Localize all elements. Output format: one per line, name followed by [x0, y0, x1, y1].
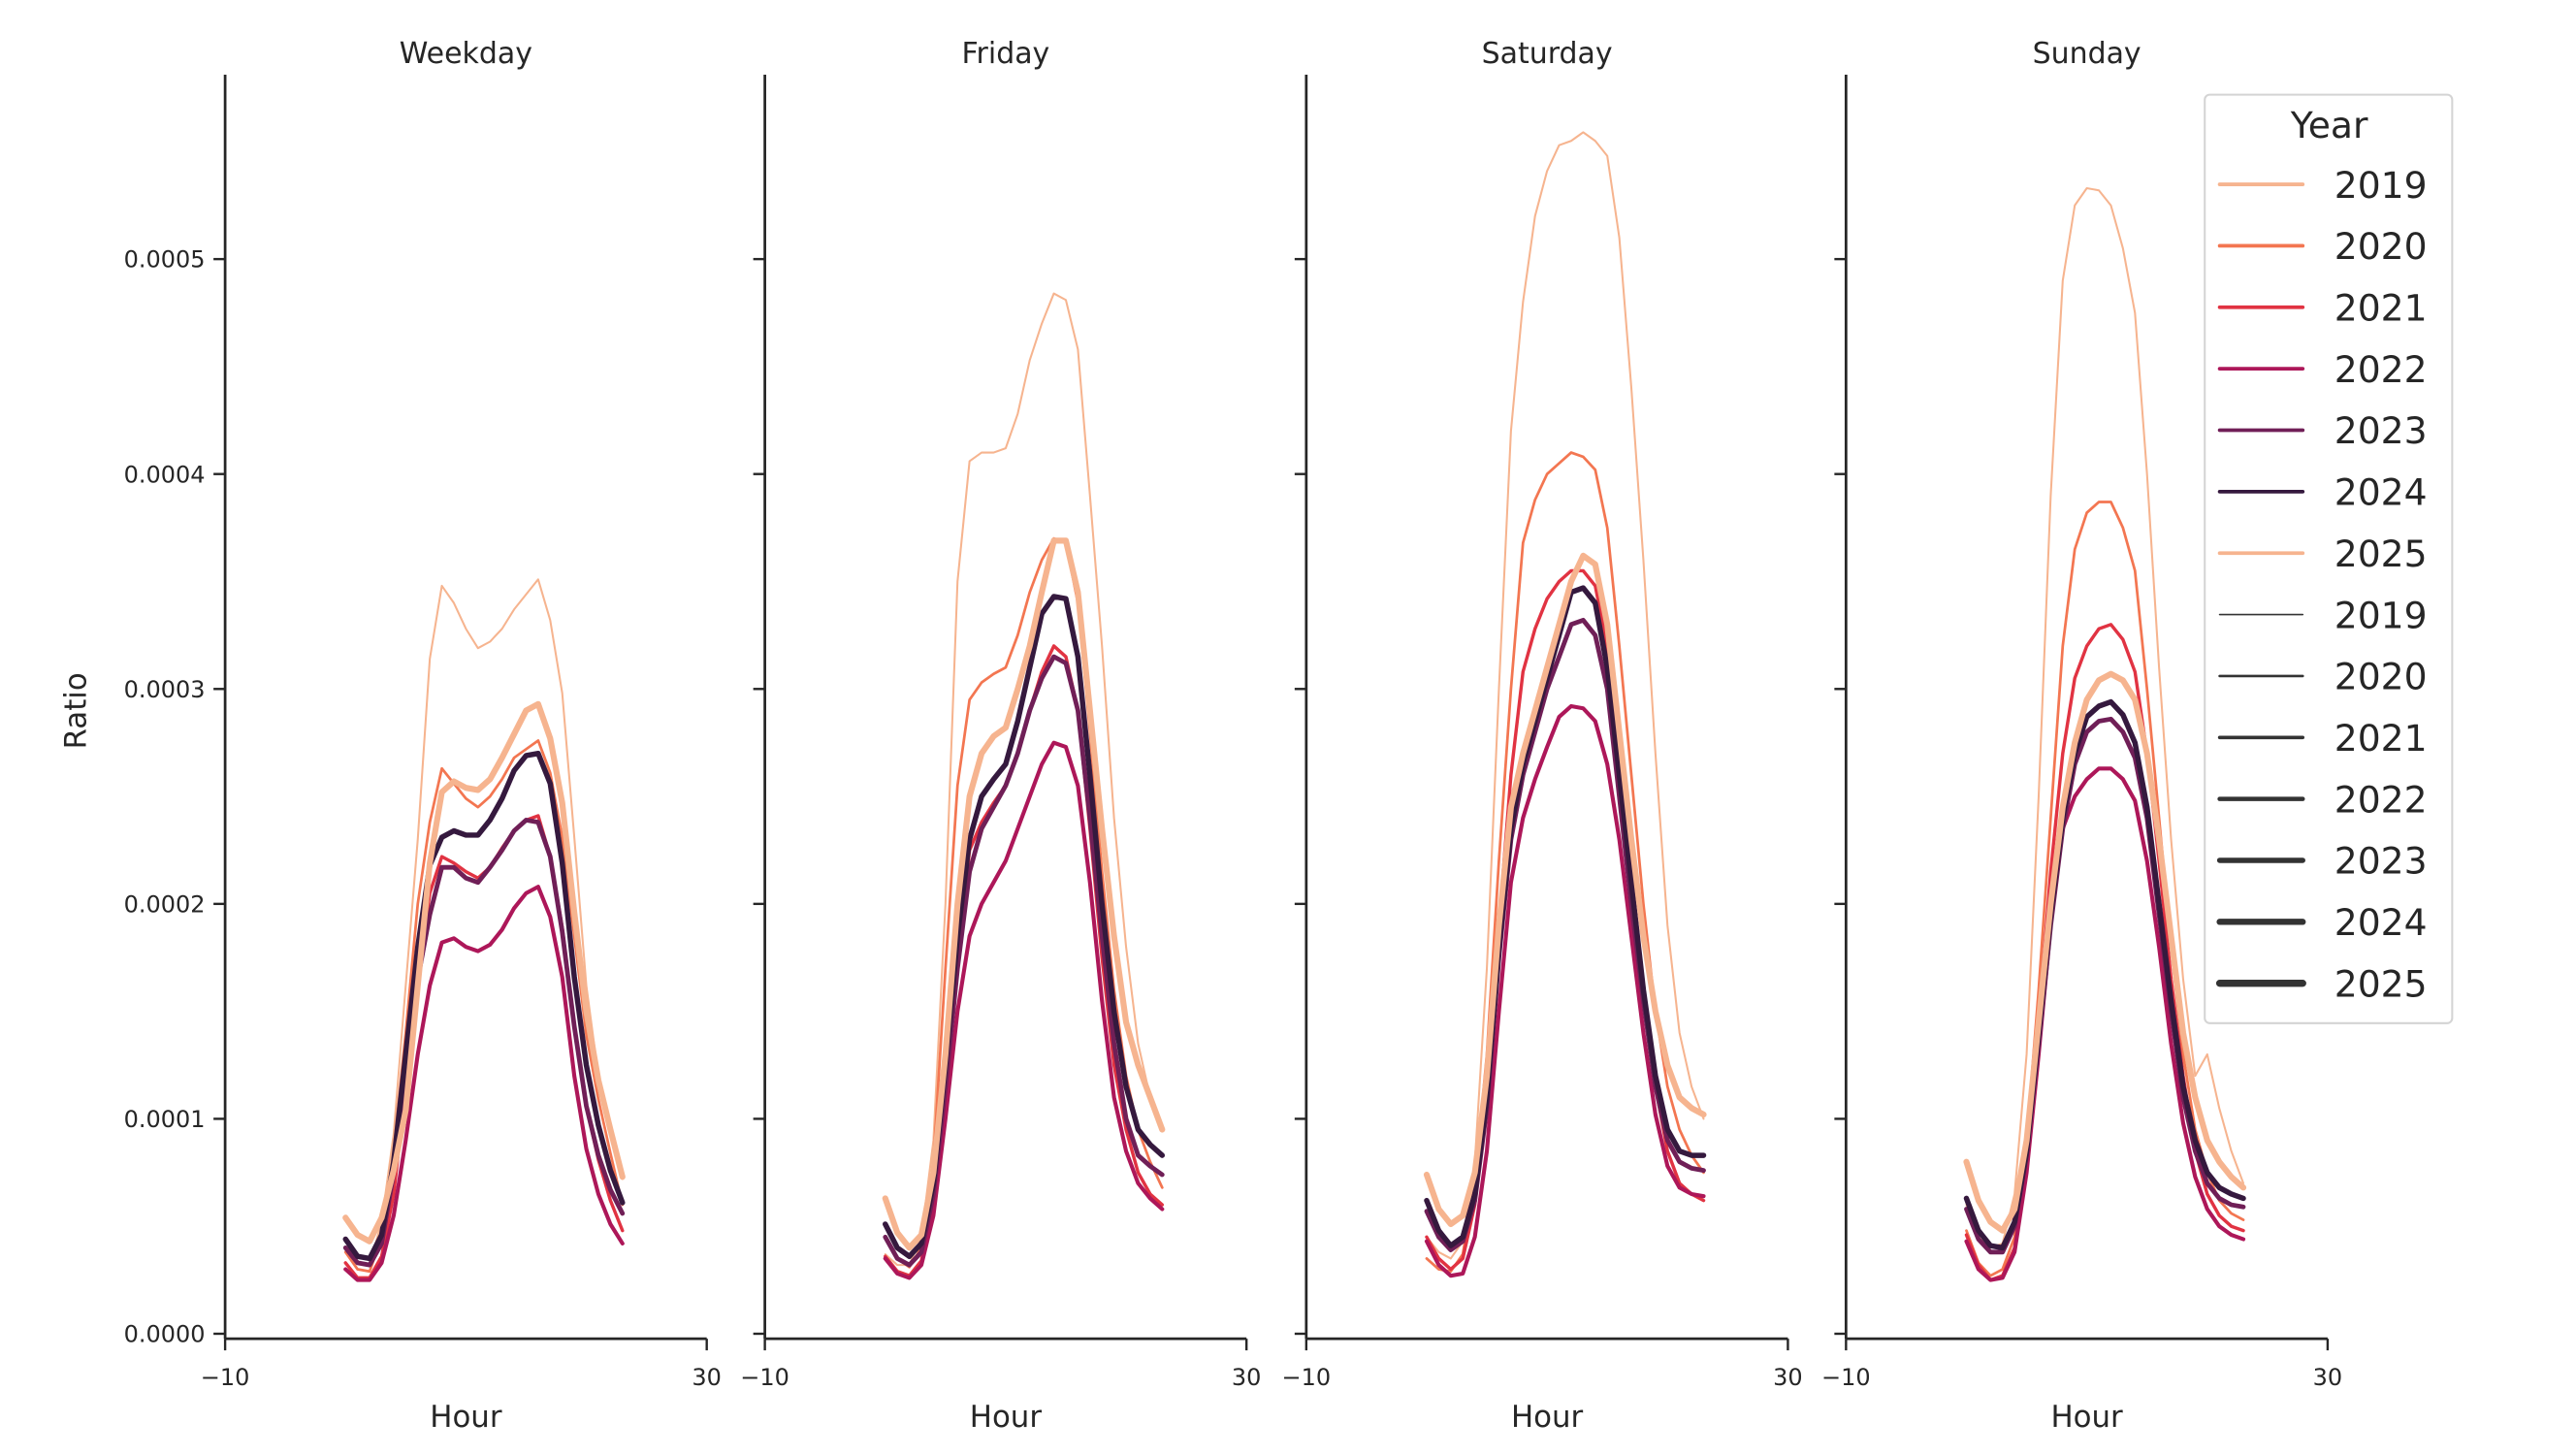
legend-label: 2020 — [2334, 656, 2428, 698]
y-tick-label: 0.0001 — [124, 1106, 206, 1133]
series-line-2019 — [1965, 186, 2245, 1249]
series-line-2022 — [343, 885, 625, 1282]
legend-label: 2023 — [2334, 840, 2428, 883]
legend-frame — [2204, 93, 2454, 1024]
legend-entry-size: 2021 — [2217, 717, 2428, 760]
series-line-2019 — [884, 292, 1164, 1267]
legend-entry-color: 2020 — [2217, 225, 2428, 268]
x-axis-label: Hour — [970, 1400, 1043, 1435]
y-tick-label: 0.0003 — [124, 676, 206, 703]
panel-title: Saturday — [1482, 37, 1613, 71]
x-tick-label: 30 — [1232, 1364, 1262, 1391]
series-line-2023 — [883, 654, 1165, 1268]
series-line-2022 — [883, 740, 1165, 1280]
panel-sunday: Sunday −10 30 Hour — [1821, 37, 2342, 1435]
legend-label: 2019 — [2334, 164, 2428, 207]
panel-title: Weekday — [400, 37, 532, 71]
legend-entry-color: 2025 — [2217, 533, 2428, 575]
panel-title: Friday — [962, 37, 1050, 71]
panel-friday: Friday −10 30 Hour — [740, 37, 1261, 1435]
legend-label: 2024 — [2334, 471, 2428, 514]
series-line-2022 — [1964, 766, 2246, 1282]
y-tick-label: 0.0004 — [124, 461, 206, 488]
series-line-2019 — [1425, 131, 1705, 1260]
x-tick-label: −10 — [201, 1364, 250, 1391]
series-line-2021 — [1964, 623, 2245, 1282]
x-tick-label: −10 — [1282, 1364, 1332, 1391]
legend-entry-color: 2024 — [2217, 471, 2428, 514]
series-line-2025 — [342, 700, 626, 1245]
legend-label: 2023 — [2334, 409, 2428, 452]
x-tick-label: 30 — [2313, 1364, 2343, 1391]
legend-entry-color: 2019 — [2217, 164, 2428, 207]
series-line-2024 — [1963, 698, 2246, 1251]
series-line-2023 — [1964, 716, 2246, 1255]
x-tick-label: 30 — [1773, 1364, 1803, 1391]
x-axis-label: Hour — [2051, 1400, 2124, 1435]
legend-label: 2021 — [2334, 286, 2428, 329]
y-tick-label: 0.0005 — [124, 246, 206, 274]
legend-entry-color: 2022 — [2217, 348, 2428, 391]
series-line-2024 — [883, 594, 1166, 1259]
panel-saturday: Saturday −10 30 Hour — [1282, 37, 1803, 1435]
legend-entry-size: 2020 — [2218, 656, 2428, 698]
legend-entry-size: 2025 — [2215, 962, 2428, 1005]
y-tick-label: 0.0000 — [124, 1321, 206, 1348]
legend: Year 2019 2020 2021 2022 2023 2024 2025 2019 202… — [2204, 93, 2454, 1024]
panels: Weekday 0.0000 0.0001 0.0002 0.0003 0.0004 0.0… — [124, 37, 2342, 1435]
x-tick-label: −10 — [740, 1364, 789, 1391]
legend-label: 2024 — [2334, 901, 2428, 944]
legend-entry-size: 2023 — [2216, 840, 2428, 883]
legend-label: 2025 — [2334, 533, 2428, 575]
legend-label: 2021 — [2334, 717, 2428, 760]
x-axis-label: Hour — [430, 1400, 502, 1435]
panel-weekday: Weekday 0.0000 0.0001 0.0002 0.0003 0.0004 0.0… — [124, 37, 722, 1435]
x-axis-label: Hour — [1511, 1400, 1584, 1435]
legend-entry-color: 2023 — [2217, 409, 2428, 452]
series-line-2020 — [884, 536, 1164, 1269]
series-line-2023 — [1424, 617, 1706, 1252]
legend-entry-size: 2024 — [2216, 901, 2428, 944]
y-tick-label: 0.0002 — [124, 890, 206, 918]
series-line-2025 — [1963, 670, 2247, 1234]
series-line-2025 — [1423, 552, 1707, 1228]
x-tick-label: −10 — [1821, 1364, 1871, 1391]
panel-title: Sunday — [2033, 37, 2141, 71]
legend-entry-size: 2019 — [2218, 594, 2428, 636]
x-tick-label: 30 — [692, 1364, 722, 1391]
legend-label: 2019 — [2334, 594, 2428, 636]
legend-label: 2022 — [2334, 778, 2428, 821]
series-line-2020 — [1965, 501, 2245, 1277]
legend-entry-size: 2022 — [2217, 778, 2428, 821]
series-line-2021 — [1425, 568, 1706, 1272]
legend-entry-color: 2021 — [2217, 286, 2428, 329]
y-axis-label: Ratio — [58, 672, 93, 749]
legend-label: 2022 — [2334, 348, 2428, 391]
legend-title: Year — [2290, 104, 2368, 146]
legend-label: 2020 — [2334, 225, 2428, 268]
series-line-2019 — [344, 578, 624, 1267]
series-line-2022 — [1424, 703, 1706, 1278]
series-line-2025 — [882, 537, 1166, 1251]
legend-label: 2025 — [2334, 962, 2428, 1005]
